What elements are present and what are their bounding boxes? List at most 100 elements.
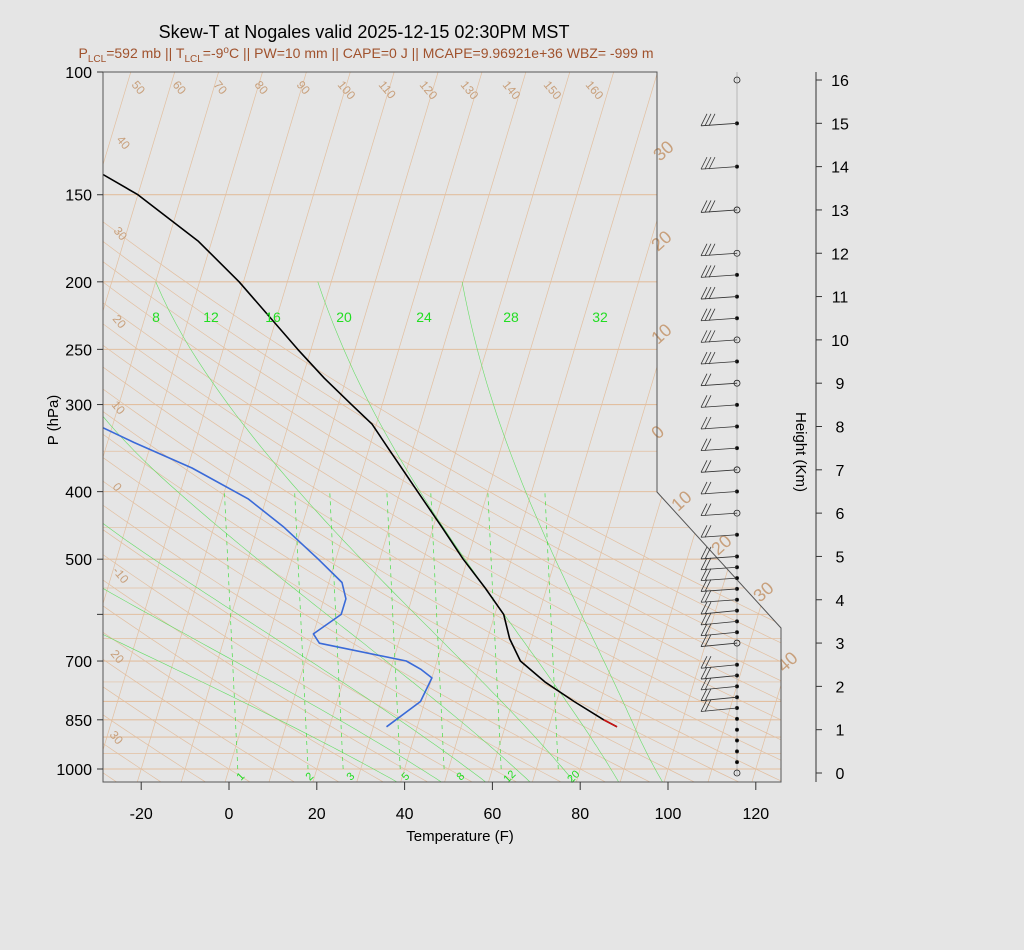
- wind-barb-staff: [700, 588, 738, 592]
- dry-adiabat-label: 50: [129, 78, 149, 97]
- y-tick-label: 1000: [56, 762, 92, 779]
- isotherm-line: [531, 72, 751, 782]
- dry-adiabat-line: [0, 87, 75, 784]
- parcel-profile-line: [603, 719, 618, 728]
- wind-barb-flag: [704, 395, 712, 408]
- height-tick-label: 7: [836, 463, 845, 480]
- y-tick-label: 700: [65, 654, 92, 671]
- wind-barb-flag: [704, 243, 712, 256]
- subtitle-part: =-9: [203, 45, 224, 61]
- y-tick-label: 150: [65, 188, 92, 205]
- wind-barb-flag: [708, 156, 716, 170]
- mixing-ratio-label: 8: [152, 309, 160, 325]
- isotherm-line: [136, 72, 356, 782]
- height-tick-label: 4: [836, 593, 845, 610]
- wind-barb-staff: [700, 707, 738, 712]
- subtitle-part: =592 mb || T: [106, 45, 185, 61]
- isotherm-line: [839, 56, 1024, 783]
- wind-barb-flag: [700, 666, 708, 680]
- plot-frame: [102, 71, 782, 783]
- moist-adiabat-line: [103, 281, 445, 782]
- wind-station-dot: [733, 769, 741, 777]
- dry-adiabat-line: [103, 86, 743, 782]
- mixing-ratio-label: 1: [234, 770, 247, 783]
- wind-barb-flag: [704, 557, 712, 570]
- y-tick-label: 500: [65, 552, 92, 569]
- wind-barb-flag: [704, 308, 712, 321]
- wind-station-dot: [735, 738, 740, 743]
- wind-barb-flag: [704, 438, 712, 451]
- wind-barb-flag: [700, 395, 708, 408]
- wind-station-dot: [735, 749, 740, 754]
- wind-barb-flag: [700, 286, 708, 300]
- height-tick-label: 5: [836, 549, 845, 566]
- mixing-ratio-line: [224, 491, 239, 770]
- isotherm-line: [103, 72, 224, 782]
- wind-barb-flag: [700, 460, 708, 473]
- y-axis-label: P (hPa): [45, 395, 62, 446]
- dry-adiabat-label: 60: [170, 78, 190, 97]
- wind-station-dot: [733, 76, 741, 84]
- moist-adiabat-line: [103, 281, 401, 782]
- wind-barb-flag: [704, 286, 712, 300]
- dry-adiabat-label: 20: [108, 647, 128, 666]
- dry-adiabat-label: 160: [583, 78, 607, 103]
- isotherm-line: [103, 72, 312, 782]
- subtitle-part: P: [79, 45, 88, 61]
- wind-barb-staff: [700, 631, 738, 637]
- subtitle-part: LCL: [88, 54, 107, 65]
- wind-barb-staff: [700, 209, 738, 213]
- wind-barb-staff: [700, 621, 738, 626]
- dry-adiabat-label: 90: [294, 78, 314, 97]
- temperature-profile-line: [103, 72, 618, 728]
- height-tick-label: 14: [831, 160, 849, 177]
- dry-adiabat-line: [103, 86, 781, 782]
- chart-subtitle: PLCL=592 mb || TLCL=-9oC || PW=10 mm || …: [79, 45, 654, 65]
- wind-barb-flag: [700, 557, 708, 570]
- isotherm-label: 10: [647, 320, 675, 348]
- x-tick-label: 120: [742, 806, 769, 823]
- mixing-ratio-line: [329, 491, 344, 770]
- dry-adiabat-label: 80: [252, 78, 272, 97]
- wind-barb-flag: [700, 156, 708, 170]
- subtitle-part: LCL: [184, 54, 203, 65]
- dry-adiabat-line: [103, 86, 476, 782]
- height-tick-label: 8: [836, 420, 845, 437]
- dry-adiabat-line: [103, 86, 699, 782]
- wind-barb-flag: [700, 688, 708, 701]
- height-tick-label: 2: [836, 679, 845, 696]
- isotherm-line: [180, 72, 400, 782]
- dry-adiabat-line: [103, 86, 387, 782]
- wind-barb-flag: [704, 525, 712, 538]
- wind-barb-staff: [700, 426, 738, 430]
- wind-barb-flag: [704, 634, 712, 647]
- wind-barb-flag: [704, 200, 712, 213]
- isotherm-label: 10: [667, 487, 695, 515]
- x-tick-label: 80: [571, 806, 589, 823]
- wind-barb-flag: [700, 623, 708, 636]
- height-tick-label: 1: [836, 723, 845, 740]
- dry-adiabat-label: 70: [211, 78, 231, 97]
- subtitle-part: C || PW=10 mm || CAPE=0 J || MCAPE=9.969…: [229, 45, 654, 61]
- wind-barb-staff: [700, 339, 738, 343]
- isotherm-line: [751, 72, 781, 782]
- profiles: [103, 72, 618, 728]
- wind-barb-flag: [704, 568, 712, 581]
- wind-barb-flag: [700, 351, 708, 365]
- thermo-grid: [0, 56, 1024, 784]
- wind-barb-flag: [704, 677, 712, 691]
- dry-adiabat-label: 130: [458, 78, 482, 103]
- isotherm-line: [443, 72, 663, 782]
- y-tick-label: 100: [65, 65, 92, 82]
- dry-adiabat-label: 110: [376, 78, 399, 102]
- wind-barb-flag: [704, 579, 712, 592]
- dry-adiabat-line: [103, 86, 298, 782]
- wind-barb-flag: [704, 503, 712, 516]
- height-tick-label: 15: [831, 116, 849, 133]
- dry-adiabat-line: [103, 86, 254, 782]
- y-tick-label: 300: [65, 398, 92, 415]
- mixing-ratio-label: 12: [501, 768, 518, 785]
- wind-barb-staff: [700, 122, 738, 127]
